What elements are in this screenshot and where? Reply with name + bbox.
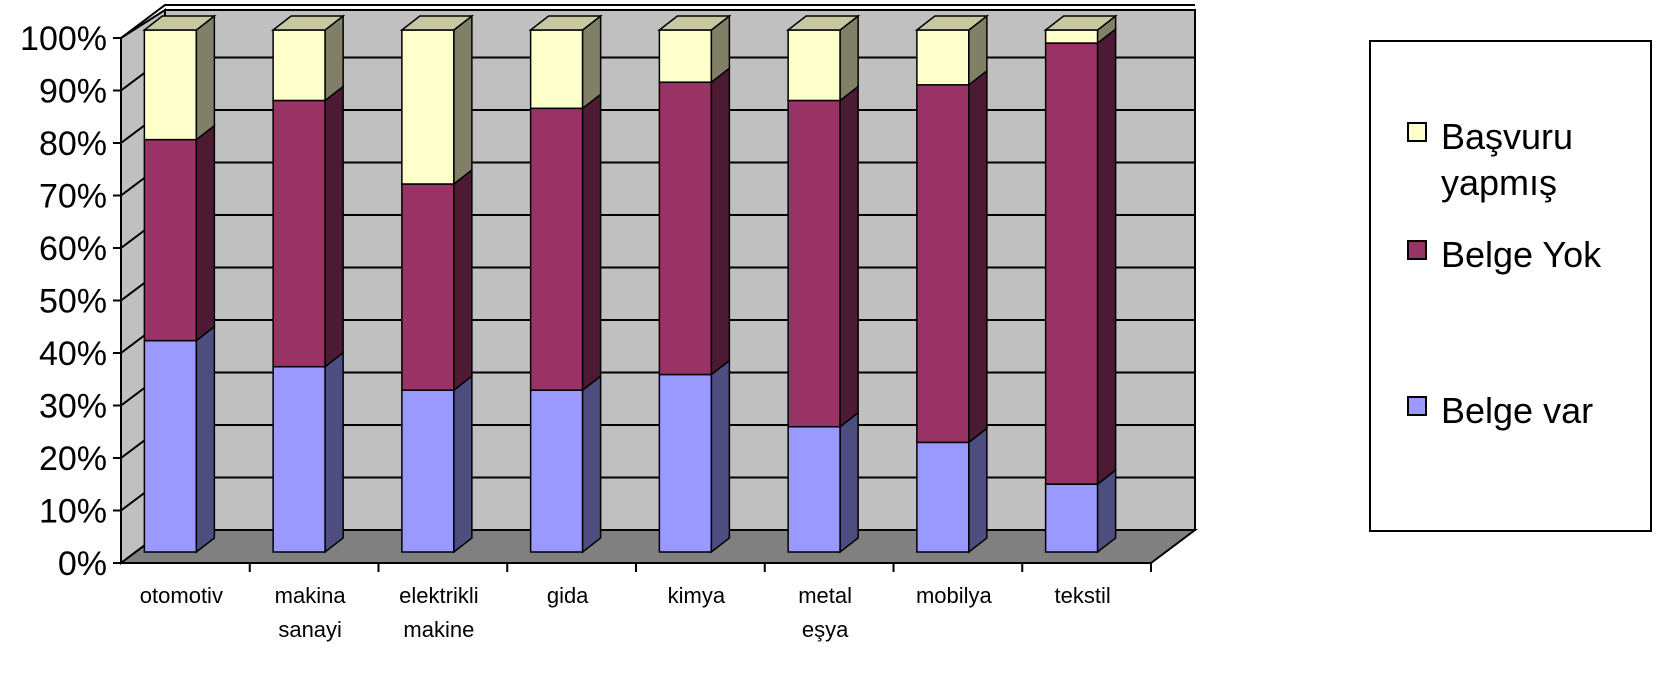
bar-belge-var-7 (1044, 483, 1099, 553)
y-tick-label: 90% (39, 73, 107, 111)
bar-side-belge-var-1 (324, 351, 344, 554)
bar-top-4 (657, 15, 732, 31)
bar-basvuru-0 (143, 29, 198, 141)
x-tick-label-2: elektrikli (399, 583, 478, 608)
bar-belge-var-4 (658, 373, 713, 553)
legend-item-basvuru: Başvuru yapmış (1407, 114, 1631, 206)
bar-top-5 (785, 15, 861, 31)
bar-top-2 (399, 15, 475, 31)
bar-top-1 (270, 15, 346, 31)
bar-side-belge-yok-6 (968, 69, 988, 444)
bar-basvuru-1 (272, 29, 326, 102)
bar-side-belge-yok-4 (710, 66, 731, 377)
y-tick-label: 60% (39, 230, 107, 268)
bar-side-basvuru-2 (453, 14, 473, 186)
bars (142, 14, 1118, 554)
bar-side-belge-var-5 (839, 411, 859, 554)
bar-basvuru-6 (916, 29, 970, 86)
bar-basvuru-3 (529, 29, 584, 110)
x-tick-label-6: mobilya (916, 583, 993, 608)
legend-item-belge-yok: Belge Yok (1407, 232, 1631, 278)
y-tick-label: 100% (20, 20, 107, 58)
y-tick-label: 40% (39, 335, 107, 373)
y-tick-label: 0% (58, 545, 107, 583)
bar-belge-var-6 (916, 441, 970, 553)
bar-belge-yok-5 (787, 99, 841, 428)
bar-basvuru-4 (658, 29, 713, 83)
legend: Başvuru yapmış Belge Yok Belge var (1369, 40, 1652, 532)
x-tick-label-5: eşya (802, 617, 849, 642)
bar-basvuru-2 (401, 29, 455, 185)
bar-side-belge-var-4 (710, 358, 731, 554)
legend-swatch-belge-yok (1407, 240, 1427, 260)
bar-side-belge-yok-3 (581, 92, 602, 392)
legend-label-belge-yok: Belge Yok (1441, 234, 1602, 275)
gridline (120, 4, 1195, 39)
y-tick-label: 30% (39, 388, 107, 426)
legend-label-basvuru: Başvuru yapmış (1441, 116, 1574, 203)
legend-label-belge-var: Belge var (1441, 390, 1594, 431)
x-tick-label-2: makine (403, 617, 474, 642)
bar-top-0 (142, 15, 217, 31)
y-tick-label: 20% (39, 440, 107, 478)
x-tick-label-1: sanayi (278, 617, 342, 642)
bar-side-belge-yok-7 (1096, 27, 1117, 486)
bar-belge-yok-6 (916, 84, 970, 444)
y-tick-label: 50% (39, 283, 107, 321)
bar-top-3 (528, 15, 603, 31)
bar-belge-var-0 (143, 339, 198, 553)
bar-belge-var-2 (401, 389, 455, 553)
bar-side-belge-yok-1 (324, 84, 344, 369)
legend-item-belge-var: Belge var (1407, 388, 1631, 434)
bar-belge-var-1 (272, 365, 326, 553)
legend-swatch-basvuru (1407, 122, 1427, 142)
bar-belge-yok-4 (658, 81, 713, 376)
y-tick-label: 70% (39, 178, 107, 216)
bar-belge-var-5 (787, 425, 841, 553)
bar-side-belge-yok-0 (195, 124, 216, 343)
bar-side-belge-yok-5 (839, 84, 859, 429)
bar-top-6 (914, 15, 990, 31)
x-tick-label-3: gida (547, 583, 589, 608)
bar-basvuru-7 (1044, 29, 1099, 44)
x-tick-label-0: otomotiv (140, 583, 223, 608)
x-tick-label-5: metal (798, 583, 852, 608)
axes: 0% 10% 20% 30% 40% 50% 60% 70% 80% 90% 100% otomoti… (20, 20, 1152, 642)
bar-side-basvuru-0 (195, 14, 216, 142)
bar-side-belge-var-6 (968, 426, 988, 554)
bar-top-7 (1043, 15, 1118, 31)
bar-belge-yok-3 (529, 107, 584, 391)
y-tick-label: 80% (39, 125, 107, 163)
bar-side-belge-var-2 (453, 374, 473, 554)
bar-belge-var-3 (529, 389, 584, 553)
bar-side-basvuru-3 (581, 14, 602, 110)
y-tick-label: 10% (39, 493, 107, 531)
bar-side-belge-var-0 (195, 325, 216, 554)
bar-side-belge-yok-2 (453, 168, 473, 392)
bar-belge-yok-7 (1044, 42, 1099, 485)
bar-belge-yok-0 (143, 138, 198, 342)
x-tick-label-4: kimya (668, 583, 726, 608)
bar-side-belge-var-3 (581, 374, 602, 554)
x-tick-label-1: makina (275, 583, 347, 608)
bar-belge-yok-2 (401, 183, 455, 391)
bar-basvuru-5 (787, 29, 841, 102)
legend-swatch-belge-var (1407, 396, 1427, 416)
x-tick-label-7: tekstil (1055, 583, 1111, 608)
bar-belge-yok-1 (272, 99, 326, 368)
